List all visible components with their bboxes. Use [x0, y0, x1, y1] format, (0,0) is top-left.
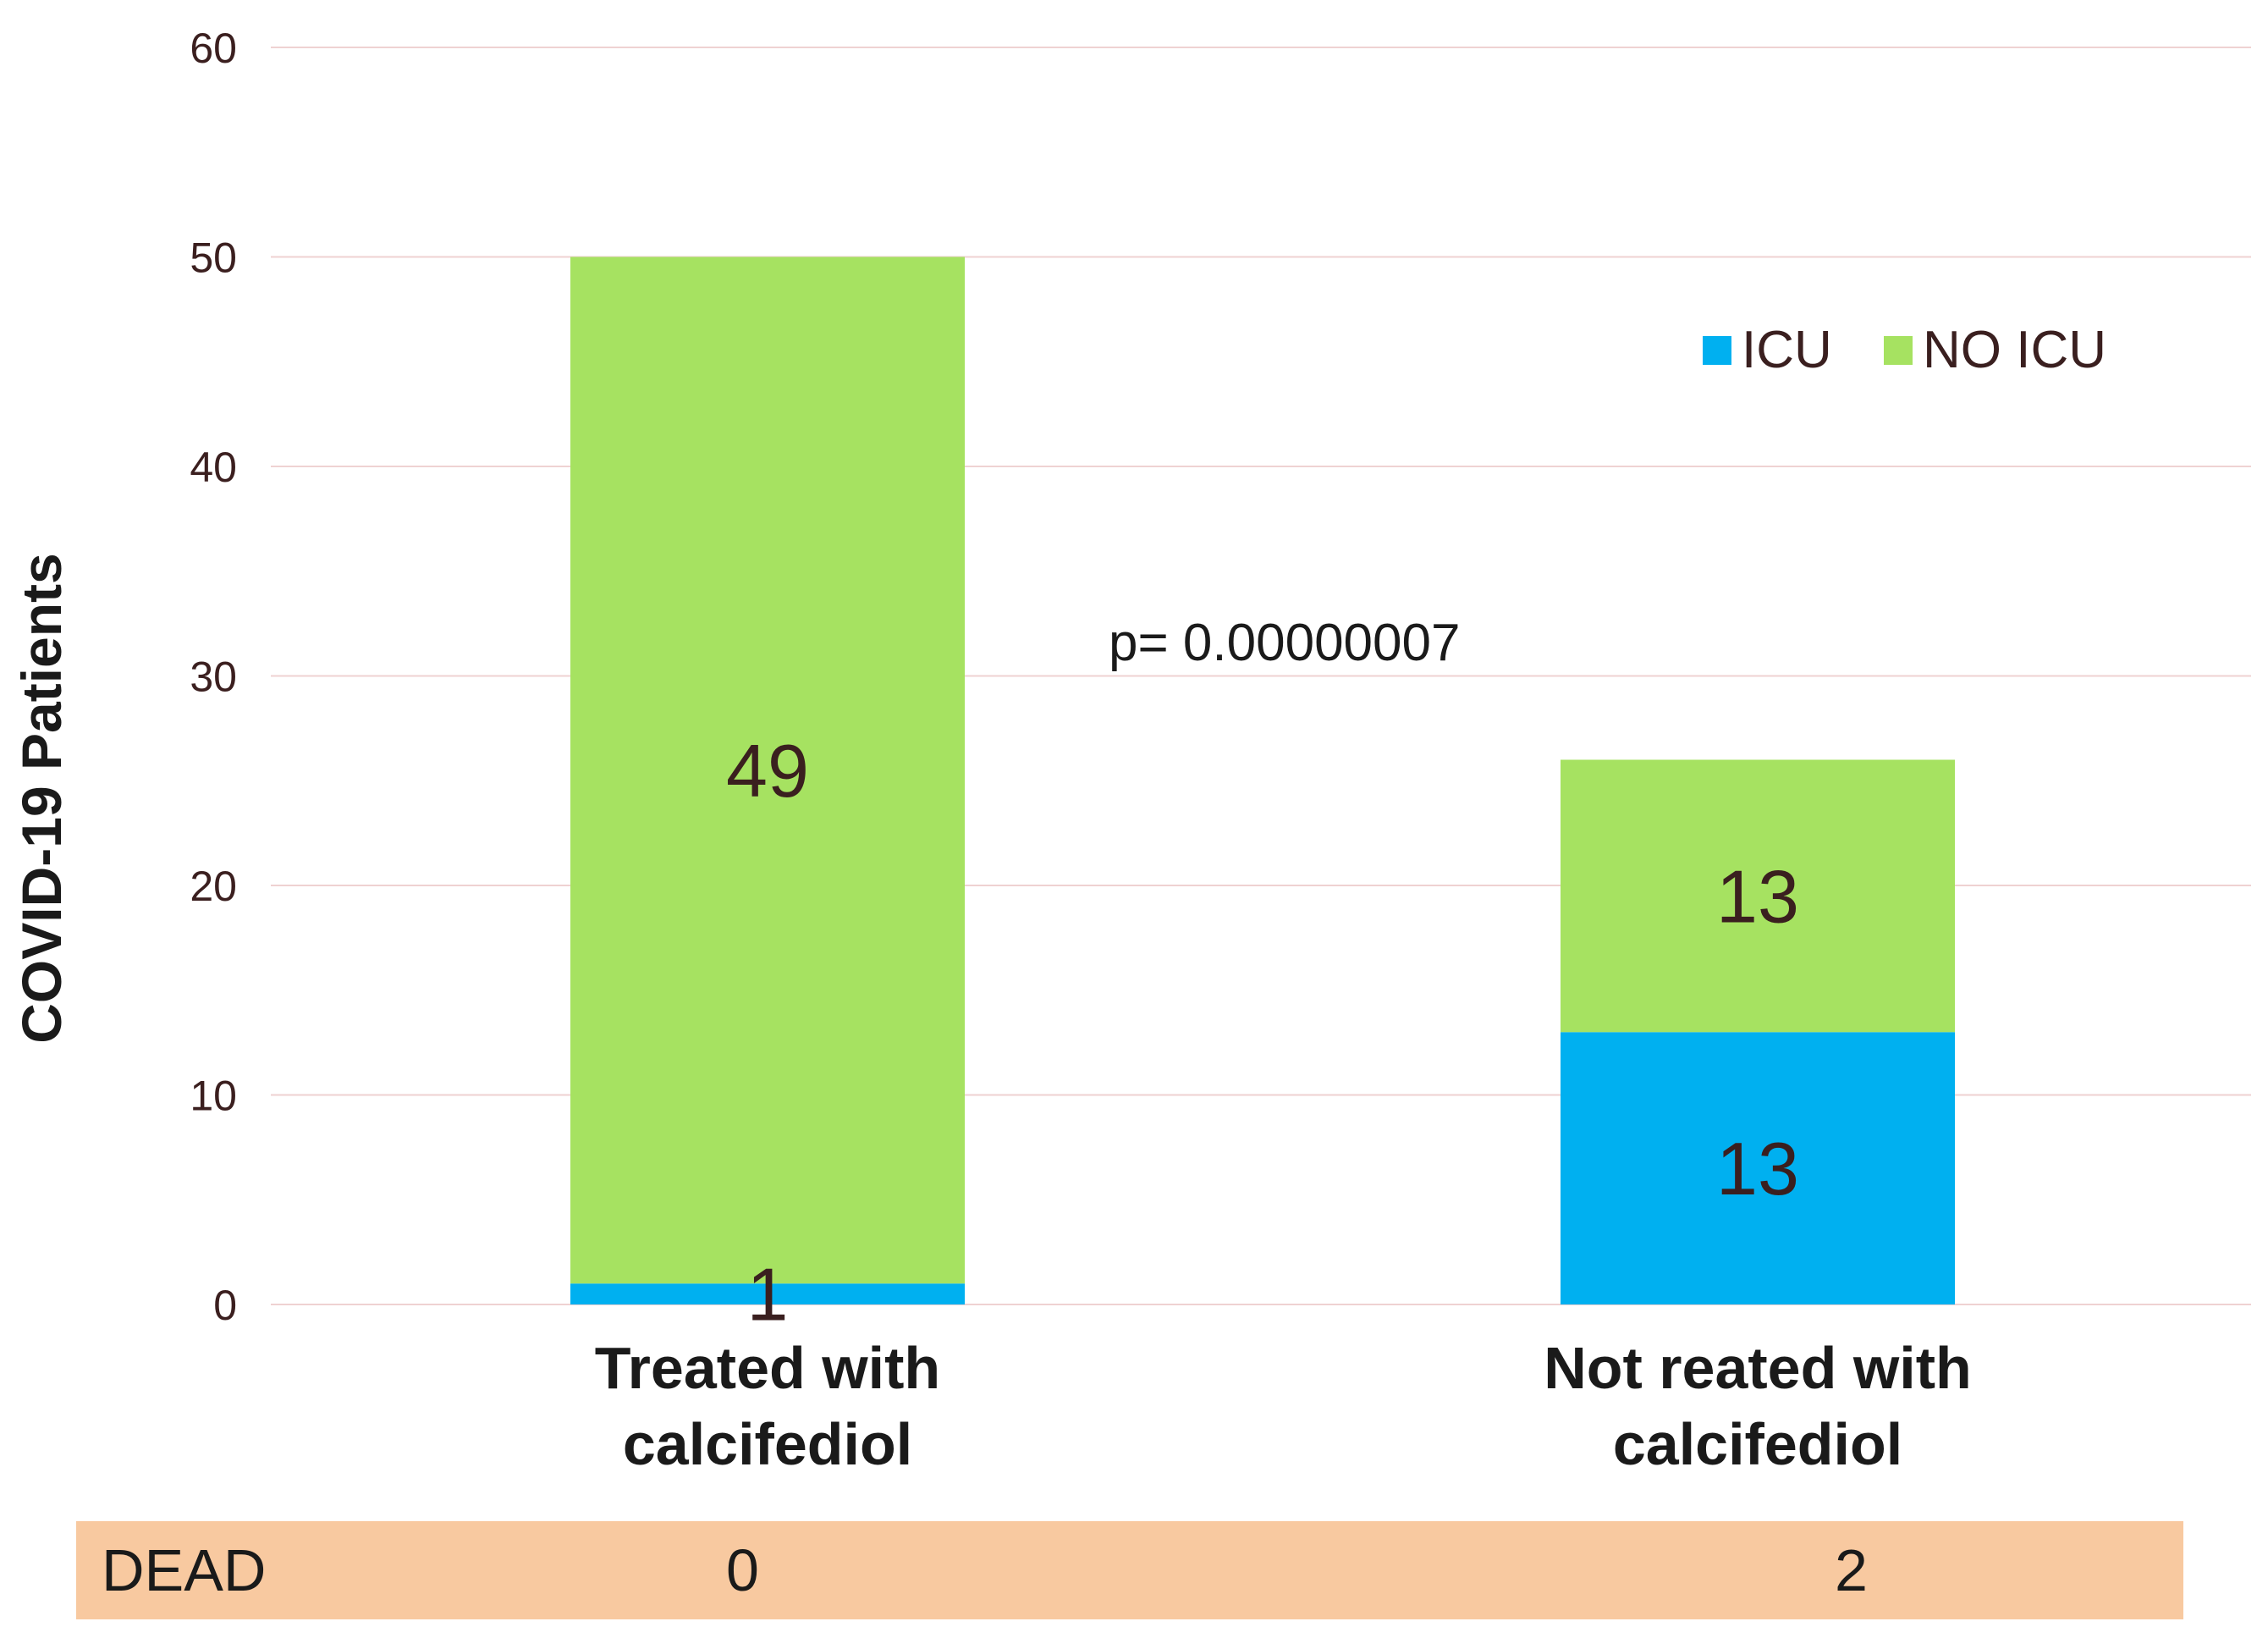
bar-no-icu-1 — [1561, 759, 1955, 1033]
y-tick-label-20: 20 — [190, 863, 237, 910]
dead-label: DEAD — [102, 1537, 267, 1603]
data-label-icu-1: 13 — [1716, 1127, 1799, 1211]
p-value-annotation: p= 0.00000007 — [1109, 614, 1460, 672]
data-label-icu-0: 1 — [747, 1253, 789, 1337]
legend-label-no-icu: NO ICU — [1923, 321, 2106, 379]
legend-label-icu: ICU — [1742, 321, 1832, 379]
y-tick-label-60: 60 — [190, 25, 237, 72]
x-axis-categories: Treated with calcifediol Not reated with ca… — [595, 1335, 1972, 1477]
bars — [570, 256, 1955, 1304]
y-axis-ticks: 0 10 20 30 40 50 60 — [190, 25, 237, 1329]
data-label-no-icu-1: 13 — [1716, 854, 1799, 938]
dead-value-treated: 0 — [726, 1537, 759, 1603]
legend-swatch-no-icu — [1884, 336, 1913, 365]
category-label-0-line-0: Treated with — [595, 1335, 940, 1401]
data-labels: 1 49 13 13 — [726, 729, 1799, 1337]
bar-no-icu-0 — [570, 256, 965, 1284]
category-label-1-line-0: Not reated with — [1544, 1335, 1972, 1401]
y-tick-label-30: 30 — [190, 654, 237, 701]
y-tick-label-0: 0 — [213, 1282, 237, 1329]
dead-row: DEAD 0 2 — [76, 1521, 2183, 1619]
category-label-1-line-1: calcifediol — [1613, 1411, 1902, 1477]
y-tick-label-50: 50 — [190, 234, 237, 282]
bar-icu-0 — [570, 1283, 965, 1304]
bar-icu-1 — [1561, 1032, 1955, 1304]
dead-value-not-treated: 2 — [1835, 1537, 1868, 1603]
y-tick-label-10: 10 — [190, 1073, 237, 1120]
category-label-0-line-1: calcifediol — [623, 1411, 912, 1477]
legend: ICU NO ICU — [1703, 321, 2106, 379]
y-tick-label-40: 40 — [190, 444, 237, 491]
legend-swatch-icu — [1703, 336, 1731, 365]
y-axis-label: COVID-19 Patients — [10, 553, 73, 1044]
data-label-no-icu-0: 49 — [726, 729, 809, 813]
